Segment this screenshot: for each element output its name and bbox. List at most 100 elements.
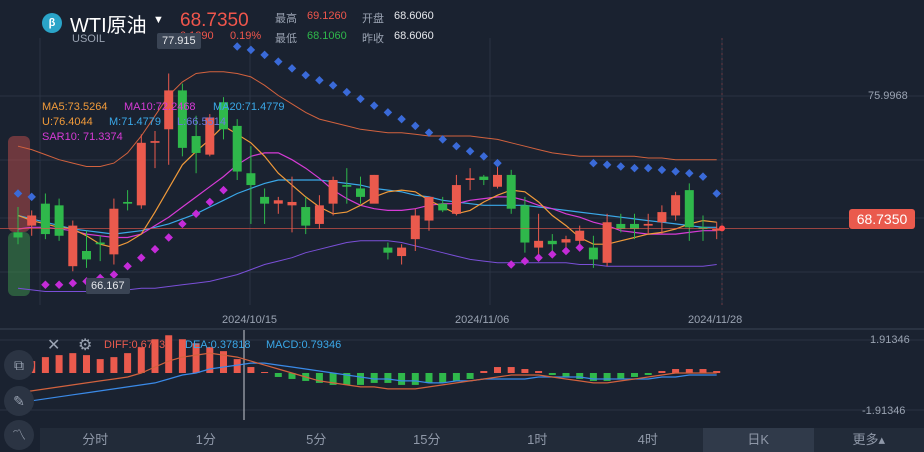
- candle-body-5: [82, 250, 91, 260]
- candle-body-28: [397, 247, 407, 257]
- macd-bar-31: [439, 373, 447, 383]
- low-price-tag: 66.167: [86, 278, 130, 294]
- candle-body-11: [164, 90, 174, 130]
- sar-dot-down-7: [301, 70, 310, 80]
- x-axis-label-1: 2024/10/15: [222, 314, 278, 326]
- sar-dot-up-5: [109, 270, 119, 279]
- macd-bar-25: [357, 373, 364, 385]
- close-indicator-icon[interactable]: ✕: [47, 337, 61, 354]
- tab-4h[interactable]: 4时: [637, 432, 658, 447]
- sar-dot-up-13: [219, 185, 228, 195]
- candle-body-44: [616, 223, 626, 230]
- macd-bar-8: [124, 353, 132, 373]
- ma5-legend: MA5:73.5264: [42, 101, 108, 113]
- ma10-legend: MA10:72.2468: [124, 101, 196, 113]
- macd-bar-48: [672, 369, 680, 373]
- last-price-tag: 68.7350: [849, 209, 915, 229]
- candle-body-42: [588, 247, 598, 260]
- candle-body-14: [205, 117, 215, 155]
- tab-1h[interactable]: 1时: [527, 432, 548, 447]
- low-value: 68.1060: [307, 30, 347, 42]
- candle-body-6: [95, 242, 105, 245]
- macd-bar-34: [480, 371, 488, 373]
- indicator-button[interactable]: 〽: [4, 420, 34, 450]
- candle-body-17: [246, 173, 256, 186]
- sar-dot-down-30: [698, 172, 708, 181]
- price-change-percent: 0.19%: [230, 30, 262, 42]
- macd-bar-10: [151, 339, 159, 373]
- macd-bar-38: [535, 371, 543, 373]
- tab-15m[interactable]: 15分: [413, 432, 441, 447]
- sell-gauge: [8, 232, 30, 296]
- draw-tool-button[interactable]: ✎: [4, 386, 34, 416]
- sar-dot-down-2: [232, 42, 242, 51]
- candle-body-36: [506, 174, 516, 209]
- candle-body-51: [712, 229, 722, 231]
- macd-bar-46: [644, 373, 652, 375]
- macd-bar-28: [398, 373, 406, 385]
- candle-body-22: [314, 205, 324, 224]
- sar-dot-down-5: [274, 57, 283, 66]
- instrument-title[interactable]: WTI原油: [70, 15, 147, 37]
- sar-dot-up-17: [548, 250, 557, 259]
- candle-body-15: [219, 102, 228, 130]
- candle-body-24: [342, 185, 352, 187]
- sar-dot-up-8: [150, 245, 160, 254]
- macd-bar-36: [507, 367, 515, 373]
- candle-body-34: [479, 176, 489, 180]
- candle-body-3: [54, 205, 64, 236]
- macd-bar-40: [562, 373, 570, 377]
- macd-bar-33: [466, 373, 474, 379]
- sar-dot-up-16: [534, 253, 543, 262]
- candle-body-49: [684, 190, 694, 228]
- candle-body-40: [561, 239, 571, 243]
- ma20-line: [17, 179, 717, 235]
- macd-bar-37: [521, 369, 529, 373]
- macd-bar-18: [261, 372, 269, 374]
- macd-bar-6: [96, 359, 104, 373]
- sar-dot-down-3: [246, 45, 256, 55]
- macd-bar-32: [452, 373, 460, 381]
- macd-bar-14: [206, 347, 214, 373]
- sar-dot-down-8: [315, 76, 324, 85]
- candle-body-4: [68, 225, 78, 267]
- tab-daily[interactable]: 日K: [703, 428, 814, 452]
- tab-more[interactable]: 更多▴: [852, 432, 886, 447]
- tab-timeshare[interactable]: 分时: [82, 432, 109, 447]
- candle-body-35: [493, 174, 502, 187]
- candle-body-32: [451, 185, 461, 214]
- open-label: 开盘: [362, 13, 384, 25]
- layers-button[interactable]: ⧉: [4, 350, 34, 380]
- sar-dot-down-6: [287, 64, 297, 73]
- last-price: 68.7350: [180, 10, 249, 31]
- macd-bar-20: [288, 373, 296, 379]
- candle-body-0: [13, 232, 23, 238]
- sar-dot-up-0: [41, 280, 50, 290]
- macd-bar-12: [178, 339, 186, 373]
- sar-dot-down-27: [657, 165, 667, 175]
- high-label: 最高: [275, 13, 297, 25]
- candle-body-23: [328, 179, 338, 204]
- macd-bar-11: [165, 335, 173, 373]
- candle-body-1: [27, 215, 37, 226]
- tab-1m[interactable]: 1分: [195, 432, 216, 447]
- candle-body-21: [301, 207, 311, 226]
- sar-dot-down-20: [479, 152, 489, 161]
- settings-icon[interactable]: ⚙: [78, 337, 93, 354]
- macd-bar-3: [55, 355, 63, 373]
- macd-bar-39: [548, 373, 556, 375]
- macd-bar-47: [658, 371, 666, 373]
- chevron-down-icon[interactable]: ▼: [153, 14, 164, 26]
- sar-dot-up-2: [68, 278, 78, 288]
- macd-bar-2: [41, 357, 49, 373]
- macd-bar-5: [83, 355, 90, 373]
- ma10-line: [17, 152, 717, 239]
- macd-axis-bottom: -1.91346: [862, 405, 906, 417]
- tab-5m[interactable]: 5分: [306, 432, 327, 447]
- candle-body-8: [123, 201, 133, 204]
- x-axis-label-2: 2024/11/06: [455, 314, 510, 326]
- candle-body-41: [575, 230, 585, 241]
- sar-dot-down-28: [671, 167, 680, 176]
- candle-body-39: [547, 240, 557, 245]
